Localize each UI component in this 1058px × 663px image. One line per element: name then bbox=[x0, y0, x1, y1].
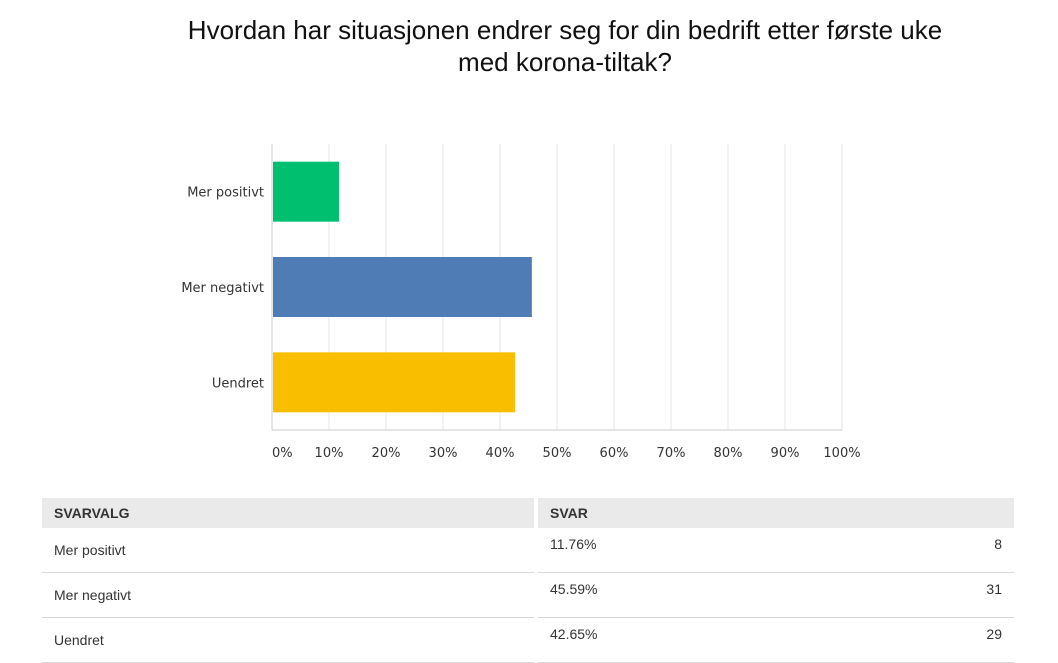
bar-chart: 0% 10% 20% 30% 40% 50% 60% 70% 80% 90% 100% Mer pos… bbox=[181, 144, 861, 461]
x-tick-label: 80% bbox=[714, 446, 743, 461]
x-tick-label: 60% bbox=[600, 446, 629, 461]
table-header-row: SVARVALG SVAR bbox=[42, 498, 1014, 528]
row-choice: Mer positivt bbox=[42, 528, 538, 573]
category-label: Mer positivt bbox=[187, 186, 264, 201]
chart-title-line-2: med korona-tiltak? bbox=[458, 47, 672, 77]
x-tick-label: 0% bbox=[272, 446, 293, 461]
row-percent: 45.59% bbox=[536, 572, 910, 618]
x-tick-label: 70% bbox=[657, 446, 686, 461]
row-choice: Uendret bbox=[42, 617, 538, 663]
row-count: 8 bbox=[910, 528, 1014, 573]
row-count: 29 bbox=[910, 617, 1014, 663]
chart-title: Hvordan har situasjonen endrer seg for d… bbox=[60, 14, 1058, 78]
x-tick-label: 90% bbox=[771, 446, 800, 461]
row-count: 31 bbox=[910, 572, 1014, 618]
column-header-svar: SVAR bbox=[536, 498, 1014, 528]
row-percent: 42.65% bbox=[536, 617, 910, 663]
x-tick-label: 30% bbox=[429, 446, 458, 461]
row-percent: 11.76% bbox=[536, 528, 910, 573]
x-tick-label: 100% bbox=[823, 446, 860, 461]
chart-title-line-1: Hvordan har situasjonen endrer seg for d… bbox=[187, 15, 943, 45]
x-tick-label: 50% bbox=[543, 446, 572, 461]
results-table: SVARVALG SVAR Mer positivt 11.76% 8 Mer … bbox=[42, 498, 1014, 663]
bar bbox=[273, 352, 516, 413]
table-row: Uendret 42.65% 29 bbox=[42, 617, 1014, 663]
table-row: Mer negativt 45.59% 31 bbox=[42, 572, 1014, 618]
x-tick-label: 10% bbox=[315, 446, 344, 461]
x-tick-label: 40% bbox=[486, 446, 515, 461]
bar bbox=[273, 257, 532, 317]
category-label: Mer negativt bbox=[181, 281, 264, 296]
category-label: Uendret bbox=[212, 376, 264, 391]
row-choice: Mer negativt bbox=[42, 572, 538, 618]
x-tick-label: 20% bbox=[372, 446, 401, 461]
table-row: Mer positivt 11.76% 8 bbox=[42, 528, 1014, 573]
column-header-svarvalg: SVARVALG bbox=[42, 498, 538, 528]
bar bbox=[273, 161, 340, 222]
